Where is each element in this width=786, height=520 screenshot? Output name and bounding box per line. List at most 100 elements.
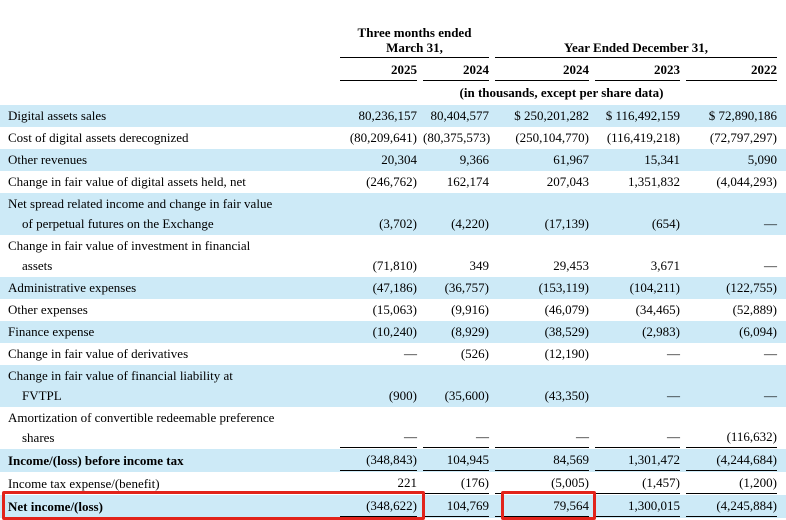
cell-fy-2023: (116,419,218): [606, 130, 680, 145]
cell-q1-2024: (36,757): [444, 280, 489, 295]
cell-q1-2025: (15,063): [372, 302, 417, 317]
table-row: Change in fair value of digital assets h…: [0, 171, 786, 193]
cell-fy-2022: (116,632): [686, 427, 777, 448]
row-label: Change in fair value of financial liabil…: [8, 368, 233, 403]
cell-fy-2023: —: [595, 427, 680, 448]
table-row: Change in fair value of financial liabil…: [0, 365, 786, 407]
cell-q1-2025: (348,843): [340, 450, 417, 471]
row-label: Change in fair value of derivatives: [8, 346, 189, 361]
cell-fy-2023: (1,457): [595, 473, 680, 494]
cell-q1-2024: 162,174: [446, 174, 489, 189]
row-label: Net income/(loss): [8, 499, 103, 514]
cell-fy-2023: 1,300,015: [595, 496, 680, 517]
cell-fy-2024: 84,569: [495, 450, 589, 471]
year-header-fy-2022: 2022: [686, 62, 777, 81]
cell-q1-2025: (348,622): [340, 496, 417, 517]
row-label: Amortization of convertible redeemable p…: [8, 410, 275, 445]
cell-fy-2024: (12,190): [544, 346, 589, 361]
cell-q1-2024: 104,769: [423, 496, 489, 517]
cell-fy-2024: (43,350): [544, 388, 589, 403]
row-label: Change in fair value of investment in fi…: [8, 238, 251, 273]
year-header-q1-2024: 2024: [423, 62, 489, 81]
table-row: Change in fair value of investment in fi…: [0, 235, 786, 277]
row-label: Income/(loss) before income tax: [8, 453, 184, 468]
cell-q1-2024: (4,220): [451, 216, 489, 231]
cell-fy-2024: 207,043: [546, 174, 589, 189]
cell-fy-2024: (250,104,770): [515, 130, 589, 145]
row-label: Finance expense: [8, 324, 95, 339]
cell-fy-2022: (52,889): [732, 302, 777, 317]
cell-fy-2024: 61,967: [553, 152, 589, 167]
table-row: Cost of digital assets derecognized (80,2…: [0, 127, 786, 149]
table-row: Amortization of convertible redeemable p…: [0, 407, 786, 449]
table-row: Digital assets sales 80,236,157 80,404,577…: [0, 105, 786, 127]
cell-q1-2024: (80,375,573): [423, 130, 491, 145]
cell-q1-2024: (35,600): [444, 388, 489, 403]
table-body: Digital assets sales 80,236,157 80,404,577…: [0, 105, 786, 520]
table-row: Finance expense (10,240) (8,929) (38,529) (2…: [0, 321, 786, 343]
cell-q1-2025: (71,810): [372, 258, 417, 273]
cell-q1-2024: 349: [469, 258, 490, 273]
cell-fy-2023: —: [667, 388, 680, 403]
row-label: Other expenses: [8, 302, 88, 317]
year-header-fy-2024: 2024: [495, 62, 589, 81]
cell-fy-2022: (72,797,297): [709, 130, 777, 145]
cell-fy-2022: (4,044,293): [716, 174, 777, 189]
cell-fy-2024: (17,139): [544, 216, 589, 231]
col-group-three-months-ended: Three months ended March 31,: [340, 10, 489, 58]
cell-fy-2023: —: [667, 346, 680, 361]
cell-q1-2025: —: [404, 346, 417, 361]
cell-q1-2024: 104,945: [423, 450, 489, 471]
year-header-fy-2023: 2023: [595, 62, 680, 81]
cell-fy-2023: $ 116,492,159: [605, 108, 680, 123]
cell-q1-2025: (246,762): [366, 174, 417, 189]
cell-fy-2022: (4,244,684): [686, 450, 777, 471]
cell-fy-2024: (153,119): [538, 280, 589, 295]
year-header-q1-2025: 2025: [340, 62, 417, 81]
table-row: Change in fair value of derivatives — (526…: [0, 343, 786, 365]
row-label: Change in fair value of digital assets h…: [8, 174, 246, 189]
table-row: Other expenses (15,063) (9,916) (46,079) (34…: [0, 299, 786, 321]
cell-fy-2023: (654): [651, 216, 680, 231]
cell-q1-2025: (80,209,641): [349, 130, 417, 145]
col-group-year-ended: Year Ended December 31,: [495, 25, 777, 58]
table-header: Three months ended March 31, Year Ended …: [0, 0, 786, 105]
table-row: Income tax expense/(benefit) 221 (176) (5,0…: [0, 472, 786, 495]
cell-q1-2024: 9,366: [459, 152, 489, 167]
cell-fy-2022: (6,094): [739, 324, 777, 339]
cell-q1-2024: (8,929): [451, 324, 489, 339]
table-row: Administrative expenses (47,186) (36,757) (…: [0, 277, 786, 299]
cell-fy-2024: —: [495, 427, 589, 448]
table-row: Other revenues 20,304 9,366 61,967 15,341 5,0…: [0, 149, 786, 171]
cell-fy-2024: (46,079): [544, 302, 589, 317]
cell-fy-2022: (4,245,884): [686, 496, 777, 517]
cell-q1-2025: (10,240): [372, 324, 417, 339]
cell-fy-2024: (38,529): [544, 324, 589, 339]
cell-fy-2023: 3,671: [650, 258, 680, 273]
cell-fy-2022: —: [764, 258, 777, 273]
cell-q1-2024: (176): [423, 473, 489, 494]
cell-q1-2025: (47,186): [372, 280, 417, 295]
cell-fy-2022: —: [764, 216, 777, 231]
cell-q1-2024: (9,916): [451, 302, 489, 317]
col-group-three-months-label: Three months ended March 31,: [357, 25, 472, 55]
cell-q1-2024: (526): [460, 346, 489, 361]
cell-fy-2022: (122,755): [726, 280, 777, 295]
cell-fy-2023: 1,351,832: [628, 174, 680, 189]
year-header-row: 2025 2024 2024 2023 2022: [0, 62, 786, 81]
cell-q1-2025: 221: [340, 473, 417, 494]
cell-fy-2024: (5,005): [495, 473, 589, 494]
row-label: Digital assets sales: [8, 108, 107, 123]
table-row: Income/(loss) before income tax (348,843)…: [0, 449, 786, 472]
cell-fy-2024: $ 250,201,282: [514, 108, 589, 123]
col-group-year-ended-label: Year Ended December 31,: [564, 40, 708, 55]
cell-fy-2022: —: [764, 346, 777, 361]
table-row: Net income/(loss) (348,622) 104,769 79,564 1…: [0, 491, 786, 520]
column-group-row: Three months ended March 31, Year Ended …: [0, 10, 786, 58]
cell-fy-2023: 15,341: [644, 152, 680, 167]
units-note-row: (in thousands, except per share data): [0, 85, 786, 105]
row-label: Other revenues: [8, 152, 88, 167]
row-label: Net spread related income and change in …: [8, 196, 273, 231]
cell-q1-2025: —: [340, 427, 417, 448]
